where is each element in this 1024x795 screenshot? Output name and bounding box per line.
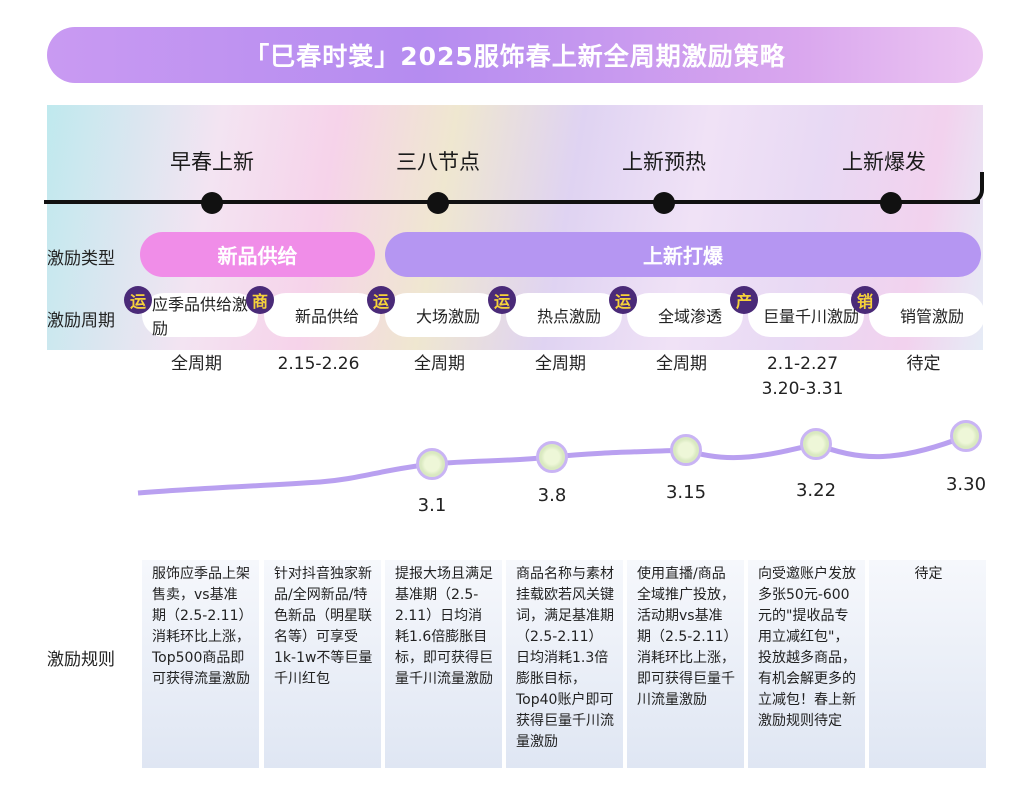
period-date: 全周期	[414, 354, 465, 374]
rule-cell: 针对抖音独家新品/全网新品/特色新品（明星联名等）可享受1k-1w不等巨量千川红…	[264, 560, 381, 768]
period-date: 2.15-2.26	[277, 354, 360, 374]
period-pill: 大场激励	[385, 293, 501, 337]
rule-cell: 待定	[869, 560, 986, 768]
rule-cell: 使用直播/商品全域推广投放，活动期vs基准期（2.5-2.11）消耗环比上涨，即…	[627, 560, 744, 768]
period-date: 全周期	[171, 354, 222, 374]
rule-cell: 服饰应季品上架售卖，vs基准期（2.5-2.11）消耗环比上涨，Top500商品…	[142, 560, 259, 768]
milestone-date: 3.1	[417, 495, 447, 516]
milestone-date: 3.30	[945, 474, 987, 495]
incentive-name: 应季品供给激励	[152, 295, 249, 338]
milestone-date: 3.8	[537, 485, 567, 506]
badge-icon: 产	[730, 286, 758, 314]
period-dates: 全周期	[500, 352, 621, 377]
row-label-type: 激励类型	[47, 249, 115, 269]
badge-icon: 销	[851, 286, 879, 314]
timeline-dot	[880, 192, 902, 214]
incentive-name: 销管激励	[899, 307, 964, 326]
incentive-name: 热点激励	[536, 307, 601, 326]
period-dates: 全周期	[621, 352, 742, 377]
milestone-node	[536, 441, 568, 473]
period-pill: 新品供给	[264, 293, 380, 337]
rule-cell: 提报大场且满足基准期（2.5-2.11）日均消耗1.6倍膨胀目标，即可获得巨量千…	[385, 560, 502, 768]
timeline-label: 上新预热	[622, 150, 706, 174]
milestone-date: 3.22	[795, 480, 837, 501]
period-pill: 热点激励	[506, 293, 622, 337]
period-dates: 2.1-2.27 3.20-3.31	[742, 352, 863, 402]
period-dates: 2.15-2.26	[258, 352, 379, 377]
type-pill-launch-boost: 上新打爆	[385, 232, 981, 277]
period-pill: 销管激励	[869, 293, 985, 337]
row-label-rules: 激励规则	[47, 650, 115, 670]
period-dates: 全周期	[379, 352, 500, 377]
badge-icon: 运	[609, 286, 637, 314]
badge-icon: 商	[246, 286, 274, 314]
milestone-date: 3.15	[665, 482, 707, 503]
timeline-label: 早春上新	[170, 150, 254, 174]
period-date: 全周期	[656, 354, 707, 374]
period-date: 待定	[906, 354, 941, 374]
period-pill: 巨量千川激励	[748, 293, 864, 337]
timeline-label: 三八节点	[396, 150, 480, 174]
page-title: 「巳春时裳」2025服饰春上新全周期激励策略	[47, 27, 983, 83]
incentive-name: 新品供给	[294, 307, 359, 326]
period-date: 2.1-2.27	[766, 354, 839, 374]
incentive-name: 巨量千川激励	[762, 307, 859, 326]
rule-cell: 向受邀账户发放多张50元-600元的"提收品专用立减红包"，投放越多商品，有机会…	[748, 560, 865, 768]
milestone-node	[800, 428, 832, 460]
period-date: 3.20-3.31	[761, 379, 844, 399]
rule-cell: 商品名称与素材挂载欧若风关键词，满足基准期（2.5-2.11）日均消耗1.3倍膨…	[506, 560, 623, 768]
badge-icon: 运	[367, 286, 395, 314]
period-date: 全周期	[535, 354, 586, 374]
type-pill-new-supply: 新品供给	[140, 232, 375, 277]
timeline-end-hook	[958, 172, 984, 204]
milestone-node	[670, 434, 702, 466]
timeline-line	[44, 200, 980, 204]
milestone-node	[950, 420, 982, 452]
milestone-node	[416, 448, 448, 480]
period-pill: 全域渗透	[627, 293, 743, 337]
timeline-label: 上新爆发	[842, 150, 926, 174]
period-pill: 应季品供给激励	[142, 293, 258, 338]
row-label-period: 激励周期	[47, 311, 115, 331]
incentive-name: 大场激励	[415, 307, 480, 326]
timeline-dot	[201, 192, 223, 214]
timeline-dot	[653, 192, 675, 214]
badge-icon: 运	[124, 286, 152, 314]
period-dates: 待定	[863, 352, 984, 377]
period-dates: 全周期	[136, 352, 257, 377]
timeline-dot	[427, 192, 449, 214]
badge-icon: 运	[488, 286, 516, 314]
incentive-name: 全域渗透	[657, 307, 722, 326]
